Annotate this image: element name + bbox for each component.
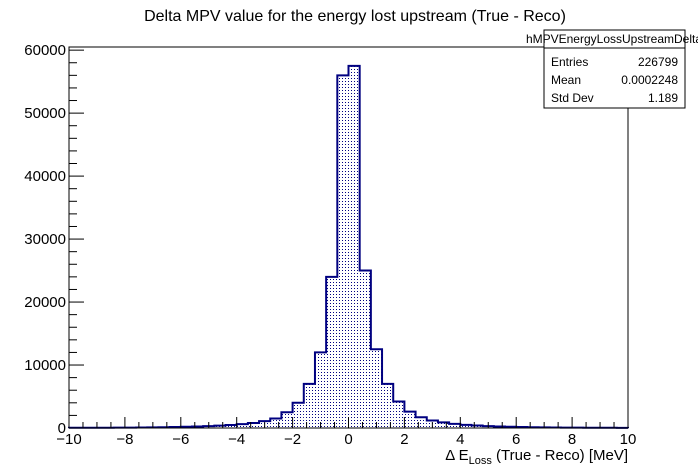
stats-mean-label: Mean	[551, 73, 581, 87]
y-axis: 0 10000 20000 30000 40000 50000 60000	[24, 42, 84, 437]
x-tick-label: 0	[344, 431, 352, 448]
histogram-bar	[314, 352, 327, 428]
y-tick-label: 40000	[24, 168, 66, 185]
histogram-bar	[247, 422, 260, 428]
histogram-bar	[270, 418, 282, 428]
x-tick-label: −4	[228, 431, 245, 448]
x-tick-label: 2	[400, 431, 408, 448]
x-tick-label: −10	[56, 431, 81, 448]
chart-title: Delta MPV value for the energy lost upst…	[144, 8, 566, 25]
histogram-bar	[460, 424, 472, 428]
histogram-outline	[68, 64, 629, 429]
histogram-bar	[225, 424, 237, 428]
histogram-bar	[359, 270, 371, 428]
histogram-bar	[292, 402, 304, 428]
y-tick-label: 50000	[24, 105, 66, 122]
x-axis-label-suffix: (True - Reco) [MeV]	[492, 447, 628, 464]
histogram-bar	[214, 425, 226, 428]
x-tick-label: 10	[620, 431, 637, 448]
histogram-bar	[437, 422, 450, 428]
stats-stddev-label: Std Dev	[551, 91, 594, 105]
y-tick-label: 20000	[24, 294, 66, 311]
histogram-bar	[449, 423, 461, 428]
y-tick-label: 0	[58, 420, 66, 437]
stats-box-name: hMPVEnergyLossUpstreamDelta	[526, 32, 698, 46]
stats-mean-value: 0.0002248	[621, 73, 678, 87]
histogram-bar	[348, 65, 360, 428]
histogram-bar	[337, 75, 349, 429]
histogram-bar	[382, 383, 394, 428]
x-tick-label: 4	[456, 431, 464, 448]
histogram-bars	[69, 65, 628, 429]
x-tick-label: −8	[116, 431, 133, 448]
histogram-bar	[236, 424, 248, 428]
histogram-bar	[326, 276, 338, 428]
stats-entries-label: Entries	[551, 55, 588, 69]
x-tick-label: −2	[284, 431, 301, 448]
histogram-bar	[281, 412, 293, 428]
x-axis-label-subscript: Loss	[469, 455, 493, 467]
x-tick-label: 8	[568, 431, 576, 448]
stats-entries-value: 226799	[638, 55, 678, 69]
stats-stddev-value: 1.189	[648, 91, 678, 105]
histogram-bar	[415, 417, 427, 428]
y-tick-label: 60000	[24, 42, 66, 59]
x-tick-label: 6	[512, 431, 520, 448]
x-axis-label-prefix: Δ E	[445, 447, 468, 464]
histogram-bar	[404, 411, 416, 428]
x-axis-label: Δ ELoss (True - Reco) [MeV]	[445, 447, 628, 467]
stats-box: hMPVEnergyLossUpstreamDelta Entries 2267…	[526, 29, 698, 109]
y-tick-label: 30000	[24, 231, 66, 248]
y-tick-label: 10000	[24, 357, 66, 374]
x-axis: −10 −8 −6 −4 −2 0 2 4 6 8 10	[56, 417, 636, 448]
histogram-bar	[393, 401, 405, 428]
x-tick-label: −6	[172, 431, 189, 448]
histogram-bar	[303, 383, 315, 428]
histogram-bar	[471, 425, 483, 428]
histogram-bar	[370, 349, 383, 428]
